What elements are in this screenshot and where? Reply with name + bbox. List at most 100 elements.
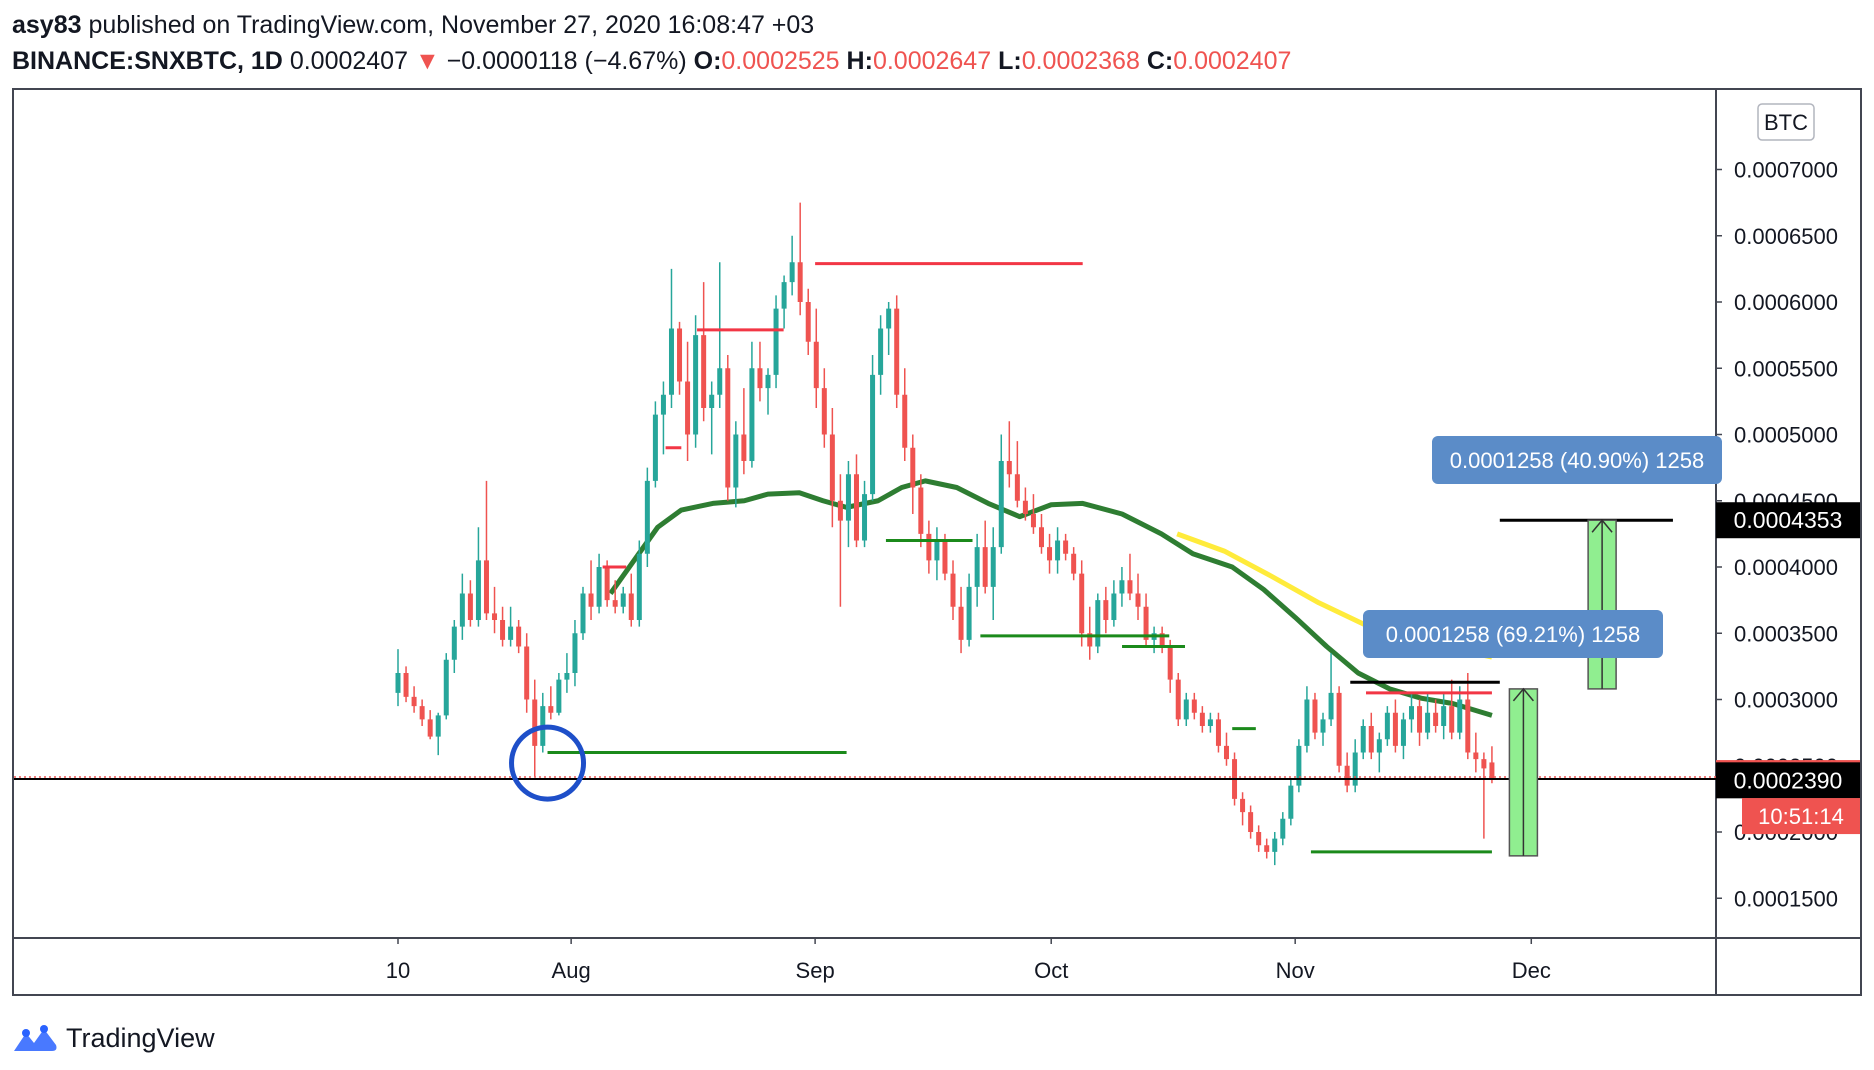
candle-body bbox=[1481, 759, 1487, 769]
candle-body bbox=[805, 302, 811, 342]
candle-body bbox=[427, 719, 433, 737]
candle-body bbox=[1079, 573, 1085, 634]
candle-body bbox=[1127, 580, 1133, 594]
candle-body bbox=[982, 547, 988, 587]
candle-body bbox=[556, 679, 562, 713]
candle-body bbox=[500, 620, 506, 640]
candle-body bbox=[926, 533, 932, 561]
candle-body bbox=[853, 474, 859, 541]
candle-body bbox=[902, 394, 908, 448]
candle-body bbox=[508, 626, 514, 640]
x-tick-label: Oct bbox=[1034, 958, 1068, 983]
candle-body bbox=[1030, 514, 1036, 528]
candle-body bbox=[467, 593, 473, 620]
candle-body bbox=[443, 659, 449, 716]
candle-body bbox=[1135, 593, 1141, 607]
candle-body bbox=[612, 600, 618, 607]
candle-body bbox=[435, 715, 441, 737]
candle-body bbox=[1159, 633, 1165, 647]
candle-body bbox=[1199, 712, 1205, 726]
candle-body bbox=[636, 553, 642, 620]
y-tick-label: 0.0004000 bbox=[1734, 555, 1838, 580]
symbol-name[interactable]: BINANCE:SNXBTC, 1D bbox=[12, 47, 283, 75]
candle-body bbox=[1417, 706, 1423, 733]
candle-body bbox=[475, 560, 481, 620]
close-label: C: bbox=[1146, 47, 1174, 75]
candle-body bbox=[1240, 798, 1246, 813]
y-tick-label: 0.0007000 bbox=[1734, 158, 1838, 183]
candle-body bbox=[870, 374, 876, 495]
candle-body bbox=[492, 613, 498, 620]
candle-body bbox=[532, 699, 538, 746]
candle-body bbox=[733, 434, 739, 488]
x-tick-label: Aug bbox=[552, 958, 591, 983]
candle-body bbox=[1167, 646, 1173, 680]
candle-body bbox=[604, 567, 610, 601]
candle-body bbox=[878, 328, 884, 375]
price-label-target-box bbox=[1716, 502, 1860, 539]
candle-body bbox=[1288, 785, 1294, 819]
x-tick-label: Nov bbox=[1276, 958, 1315, 983]
candle-body bbox=[1489, 762, 1495, 779]
candle-body bbox=[1087, 633, 1093, 647]
candle-body bbox=[757, 368, 763, 389]
candle-body bbox=[1223, 745, 1229, 760]
tradingview-brand[interactable]: TradingView bbox=[12, 1018, 215, 1058]
candle-body bbox=[1272, 838, 1278, 852]
candle-body bbox=[693, 335, 699, 435]
candle-body bbox=[1392, 712, 1398, 746]
candle-body bbox=[966, 586, 972, 640]
candle-body bbox=[1312, 699, 1318, 733]
candle-body bbox=[773, 308, 779, 375]
candle-body bbox=[821, 388, 827, 435]
measure-label-upper-box bbox=[1432, 436, 1722, 484]
candle-body bbox=[1408, 706, 1414, 720]
candle-body bbox=[998, 461, 1004, 548]
candle-body bbox=[990, 547, 996, 587]
candle-body bbox=[1063, 540, 1069, 554]
candle-body bbox=[660, 394, 666, 415]
candle-body bbox=[1103, 600, 1109, 620]
candle-body bbox=[1473, 752, 1479, 760]
price-change: −0.0000118 (−4.67%) bbox=[446, 47, 687, 75]
candle-body bbox=[918, 487, 924, 534]
candle-body bbox=[813, 341, 819, 389]
candle-body bbox=[1376, 739, 1382, 753]
candle-body bbox=[459, 593, 465, 627]
currency-badge bbox=[1757, 103, 1815, 141]
candle-body bbox=[483, 560, 489, 614]
candle-body bbox=[765, 374, 771, 389]
publisher-user[interactable]: asy83 bbox=[12, 11, 82, 39]
measure-label-upper: 0.0001258 (40.90%) 1258 bbox=[1450, 448, 1704, 473]
x-tick-label: Dec bbox=[1512, 958, 1551, 983]
countdown-box bbox=[1742, 798, 1860, 835]
candle-body bbox=[974, 547, 980, 587]
measure-label-lower: 0.0001258 (69.21%) 1258 bbox=[1386, 622, 1640, 647]
candle-body bbox=[1006, 461, 1012, 475]
candle-body bbox=[403, 673, 409, 697]
candle-body bbox=[596, 567, 602, 607]
candle-body bbox=[1111, 593, 1117, 620]
y-tick-label: 0.0005500 bbox=[1734, 356, 1838, 381]
candle-body bbox=[886, 308, 892, 329]
candle-body bbox=[701, 335, 707, 408]
candle-body bbox=[942, 540, 948, 574]
candle-body bbox=[1433, 712, 1439, 726]
candle-body bbox=[411, 696, 417, 707]
candle-body bbox=[910, 447, 916, 488]
publisher-text: published on TradingView.com, November 2… bbox=[81, 11, 815, 39]
open-label: O: bbox=[693, 47, 722, 75]
candle-body bbox=[950, 573, 956, 607]
last-price: 0.0002407 bbox=[289, 47, 408, 75]
candle-body bbox=[564, 673, 570, 680]
marker-circle bbox=[509, 724, 587, 802]
candle-body bbox=[1119, 580, 1125, 594]
candle-body bbox=[1022, 500, 1028, 514]
candle-body bbox=[1384, 712, 1390, 740]
chart-frame[interactable] bbox=[12, 88, 1862, 996]
price-label-target: 0.0004353 bbox=[1734, 507, 1843, 533]
candle-body bbox=[1457, 699, 1463, 733]
candle-body bbox=[1344, 765, 1350, 786]
candle-body bbox=[1320, 719, 1326, 733]
